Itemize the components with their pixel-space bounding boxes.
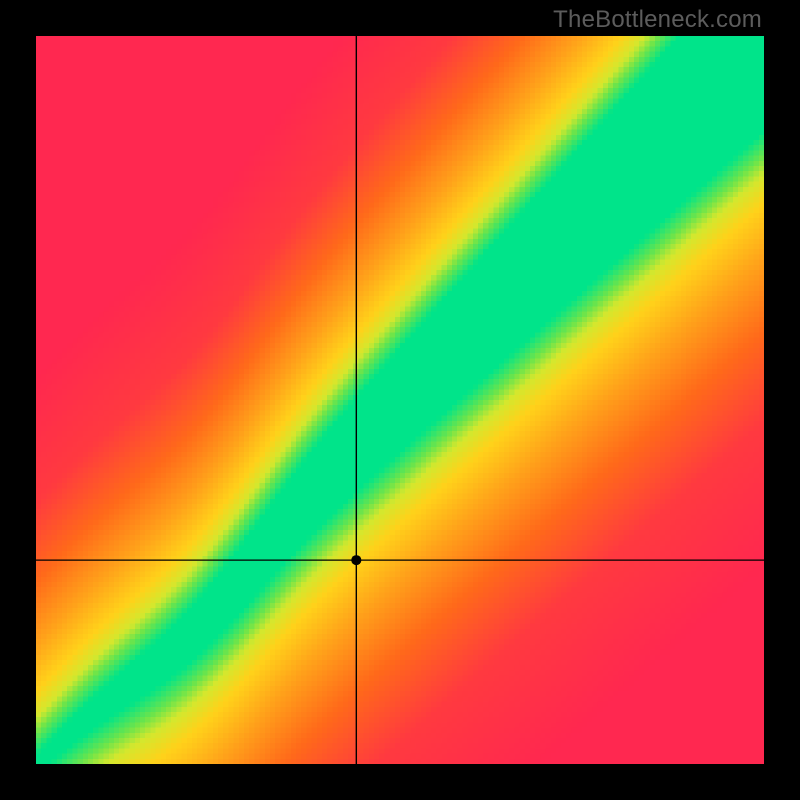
plot-area — [36, 36, 764, 764]
overlay-canvas — [36, 36, 764, 764]
chart-container: { "canvas": { "outer_size": 800, "border… — [0, 0, 800, 800]
watermark-text: TheBottleneck.com — [553, 6, 762, 34]
